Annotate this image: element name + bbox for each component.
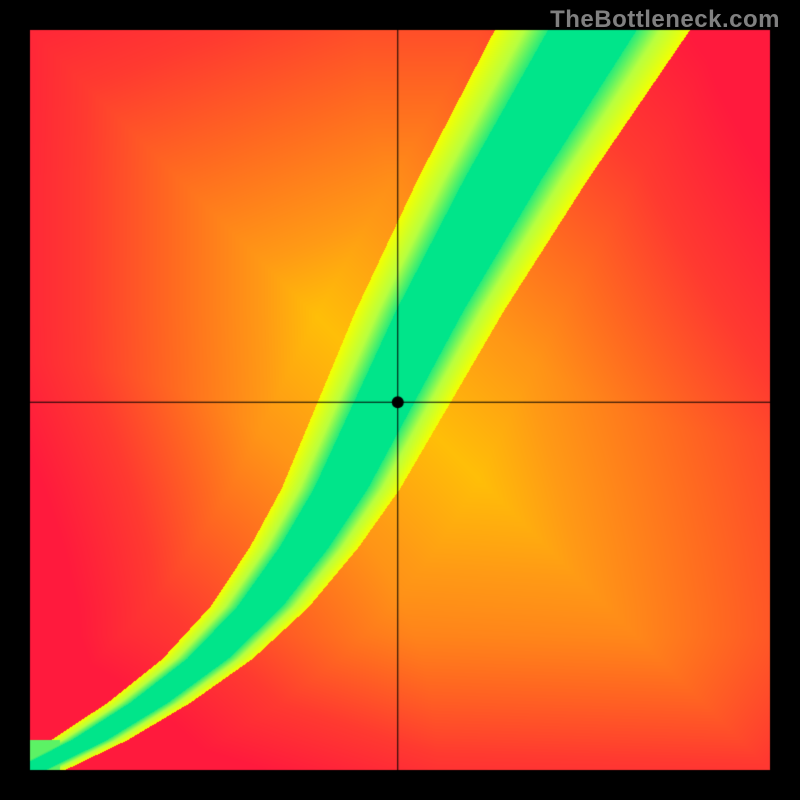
- watermark-text: TheBottleneck.com: [550, 6, 780, 34]
- chart-container: TheBottleneck.com: [0, 0, 800, 800]
- heatmap-canvas: [0, 0, 800, 800]
